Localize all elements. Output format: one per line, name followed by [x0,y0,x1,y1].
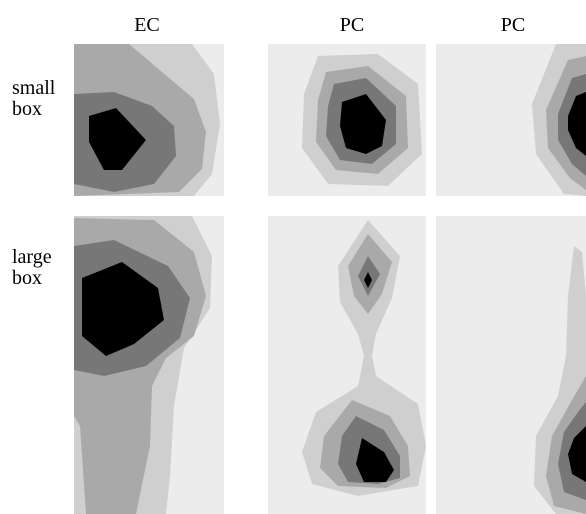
row-label-small-box: small box [12,78,55,120]
column-label-pc-1: PC [339,14,365,36]
rate-map-pc1-large [268,216,426,514]
rate-map-pc2-small [436,44,586,196]
row-label-large-line2: box [12,267,42,289]
rate-map-pc1-small [268,44,426,196]
row-label-small-line2: box [12,98,42,120]
row-label-small-line1: small [12,77,56,99]
column-label-ec: EC [134,14,160,36]
rate-map-ec-large [74,216,224,514]
row-label-large-box: large box [12,247,52,289]
column-label-pc-2: PC [500,14,526,36]
row-label-large-line1: large [12,246,52,268]
rate-map-pc2-large [436,216,586,514]
rate-map-ec-small [74,44,224,196]
